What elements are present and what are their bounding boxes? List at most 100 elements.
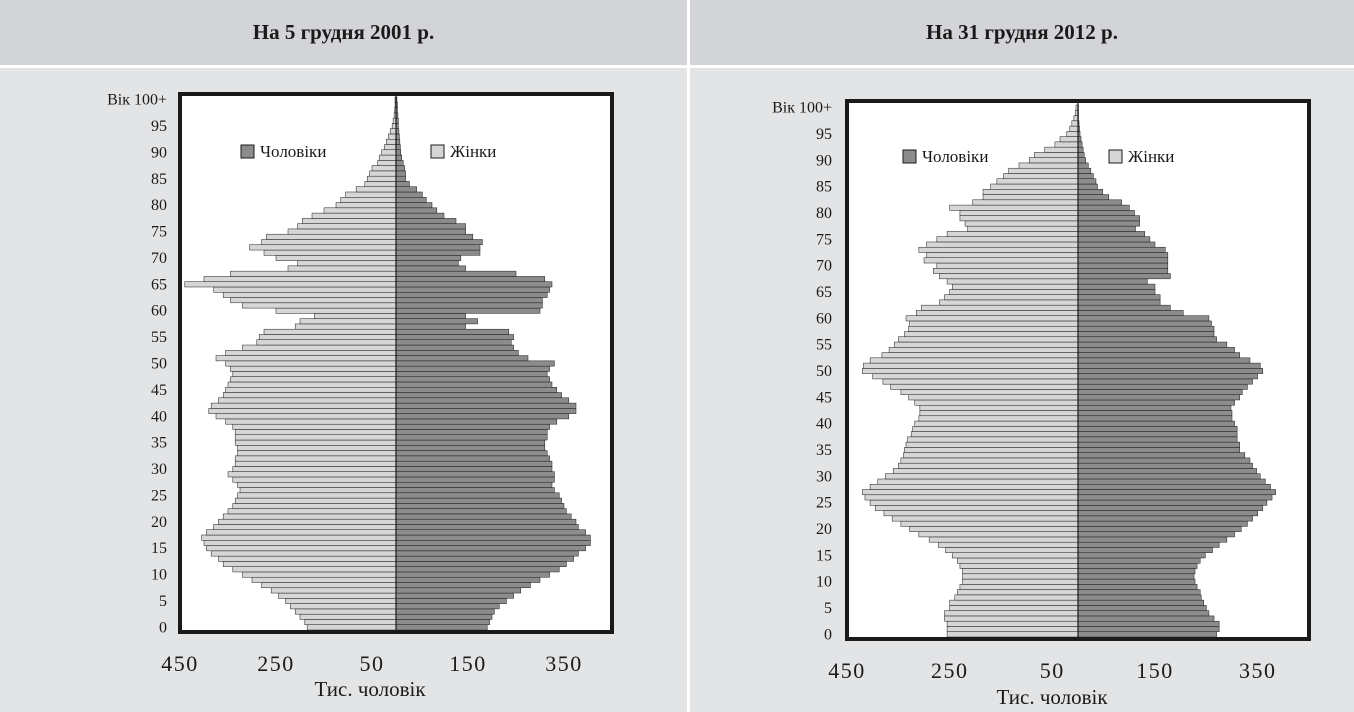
bar-women-age-28	[232, 476, 397, 483]
bar-men-age-36	[395, 434, 548, 441]
panel-divider	[687, 0, 690, 712]
bar-men-age-57	[395, 323, 466, 330]
bar-men-age-29	[1077, 478, 1266, 485]
legend-swatch	[240, 144, 255, 159]
bar-women-age-12	[962, 568, 1079, 575]
bar-women-age-68	[287, 265, 397, 272]
bar-women-age-79	[959, 215, 1079, 222]
bar-men-age-51	[1077, 362, 1261, 369]
bar-men-age-55	[1077, 341, 1228, 348]
y-tick-label: 60	[151, 303, 167, 320]
bar-women-age-33	[237, 450, 397, 457]
bar-men-age-85	[395, 175, 406, 182]
bar-women-age-36	[905, 441, 1079, 448]
bar-men-age-9	[1077, 584, 1198, 590]
bar-men-age-56	[395, 328, 510, 335]
bar-women-age-7	[270, 587, 397, 594]
bar-men-age-60	[1077, 315, 1210, 322]
bar-men-age-30	[1077, 473, 1261, 480]
bar-women-age-66	[203, 276, 397, 282]
bar-women-age-16	[945, 547, 1079, 553]
bar-men-age-12	[1077, 568, 1196, 575]
y-tick-label: 85	[151, 171, 167, 188]
bar-men-age-43	[1077, 404, 1232, 411]
bar-women-age-62	[921, 304, 1079, 311]
legend-label: Чоловіки	[922, 147, 988, 166]
bar-women-age-31	[234, 460, 397, 467]
bar-men-age-89	[395, 154, 403, 161]
bar-women-age-53	[881, 352, 1079, 359]
bar-men-age-45	[1077, 394, 1240, 401]
bar-men-age-61	[1077, 310, 1184, 316]
bar-men-age-30	[395, 466, 553, 472]
bar-men-age-39	[395, 418, 558, 425]
bar-men-age-67	[395, 270, 517, 277]
bar-men-age-87	[1077, 173, 1094, 180]
bar-men-age-5	[395, 598, 507, 604]
bar-men-age-70	[1077, 262, 1169, 269]
series-men	[1077, 104, 1276, 638]
bar-women-age-78	[964, 220, 1079, 227]
bar-women-age-63	[222, 292, 397, 298]
bar-women-age-56	[898, 336, 1079, 343]
panel-2012: На 31 грудня 2012 р. 0 5 10 15 20 25 30 35 40 45 5…	[690, 0, 1354, 712]
bar-women-age-77	[967, 225, 1079, 232]
bar-men-age-2	[395, 613, 493, 620]
bar-women-age-30	[885, 473, 1079, 480]
y-tick-label: 90	[816, 152, 832, 169]
bar-women-age-49	[230, 365, 397, 372]
bar-men-age-54	[395, 339, 512, 346]
bar-women-age-15	[951, 552, 1079, 559]
bar-men-age-90	[1077, 157, 1086, 164]
bar-men-age-75	[395, 228, 466, 235]
bar-men-age-59	[1077, 320, 1212, 327]
bar-women-age-11	[232, 566, 397, 573]
bar-men-age-28	[1077, 484, 1271, 490]
bar-men-age-5	[1077, 605, 1207, 611]
pyramid-svg-2012: 0 5 10 15 20 25 30 35 40 45 50 55 60 65 70 75 80 85 90 95 Ві…	[772, 99, 1311, 709]
bar-men-age-37	[395, 429, 548, 436]
bar-men-age-28	[395, 476, 555, 483]
bar-men-age-78	[395, 212, 445, 219]
bar-women-age-56	[263, 328, 397, 335]
bar-women-age-71	[923, 257, 1079, 264]
bar-women-age-59	[314, 313, 397, 319]
x-tick-label: 250	[931, 658, 969, 683]
bar-men-age-22	[395, 508, 567, 515]
bar-men-age-27	[395, 481, 553, 488]
bar-men-age-1	[1077, 626, 1220, 632]
bar-women-age-27	[862, 489, 1079, 496]
bar-men-age-74	[1077, 241, 1156, 248]
bar-men-age-80	[395, 202, 433, 209]
bar-men-age-75	[1077, 236, 1151, 243]
bar-women-age-69	[932, 268, 1079, 274]
bar-women-age-61	[916, 310, 1079, 316]
bar-men-age-84	[395, 181, 410, 187]
x-tick-label: 350	[545, 651, 583, 676]
bar-women-age-77	[302, 218, 397, 224]
bar-women-age-25	[237, 492, 397, 499]
bar-men-age-56	[1077, 336, 1217, 343]
bar-women-age-81	[949, 204, 1079, 211]
bar-women-age-58	[908, 325, 1079, 332]
bar-women-age-85	[366, 175, 397, 182]
bar-men-age-71	[1077, 257, 1169, 264]
bar-men-age-61	[395, 302, 543, 309]
y-tick-label: 45	[816, 389, 832, 406]
bar-women-age-68	[939, 273, 1079, 280]
bar-women-age-93	[1054, 141, 1079, 148]
bar-men-age-17	[395, 534, 591, 541]
bar-women-age-88	[377, 160, 397, 166]
bar-men-age-79	[1077, 215, 1140, 222]
bar-women-age-15	[206, 545, 397, 552]
y-tick-label: 60	[816, 310, 832, 327]
bar-women-age-18	[928, 536, 1079, 543]
x-axis-label: Тис. чоловік	[996, 685, 1108, 709]
bar-women-age-5	[949, 605, 1079, 611]
bar-men-age-49	[395, 365, 550, 372]
legend-label: Жінки	[450, 142, 496, 161]
bar-women-age-74	[926, 241, 1079, 248]
bar-women-age-89	[378, 154, 397, 161]
bar-women-age-22	[891, 515, 1079, 522]
bar-men-age-47	[1077, 383, 1248, 390]
